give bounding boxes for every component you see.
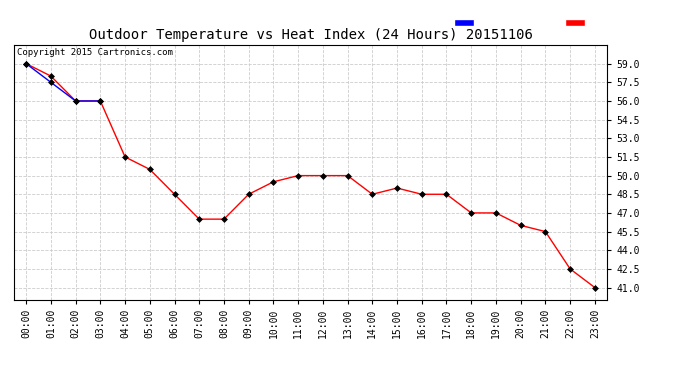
Legend: Heat Index  (°F), Temperature  (°F): Heat Index (°F), Temperature (°F) <box>451 15 683 31</box>
Text: Copyright 2015 Cartronics.com: Copyright 2015 Cartronics.com <box>17 48 172 57</box>
Title: Outdoor Temperature vs Heat Index (24 Hours) 20151106: Outdoor Temperature vs Heat Index (24 Ho… <box>88 28 533 42</box>
